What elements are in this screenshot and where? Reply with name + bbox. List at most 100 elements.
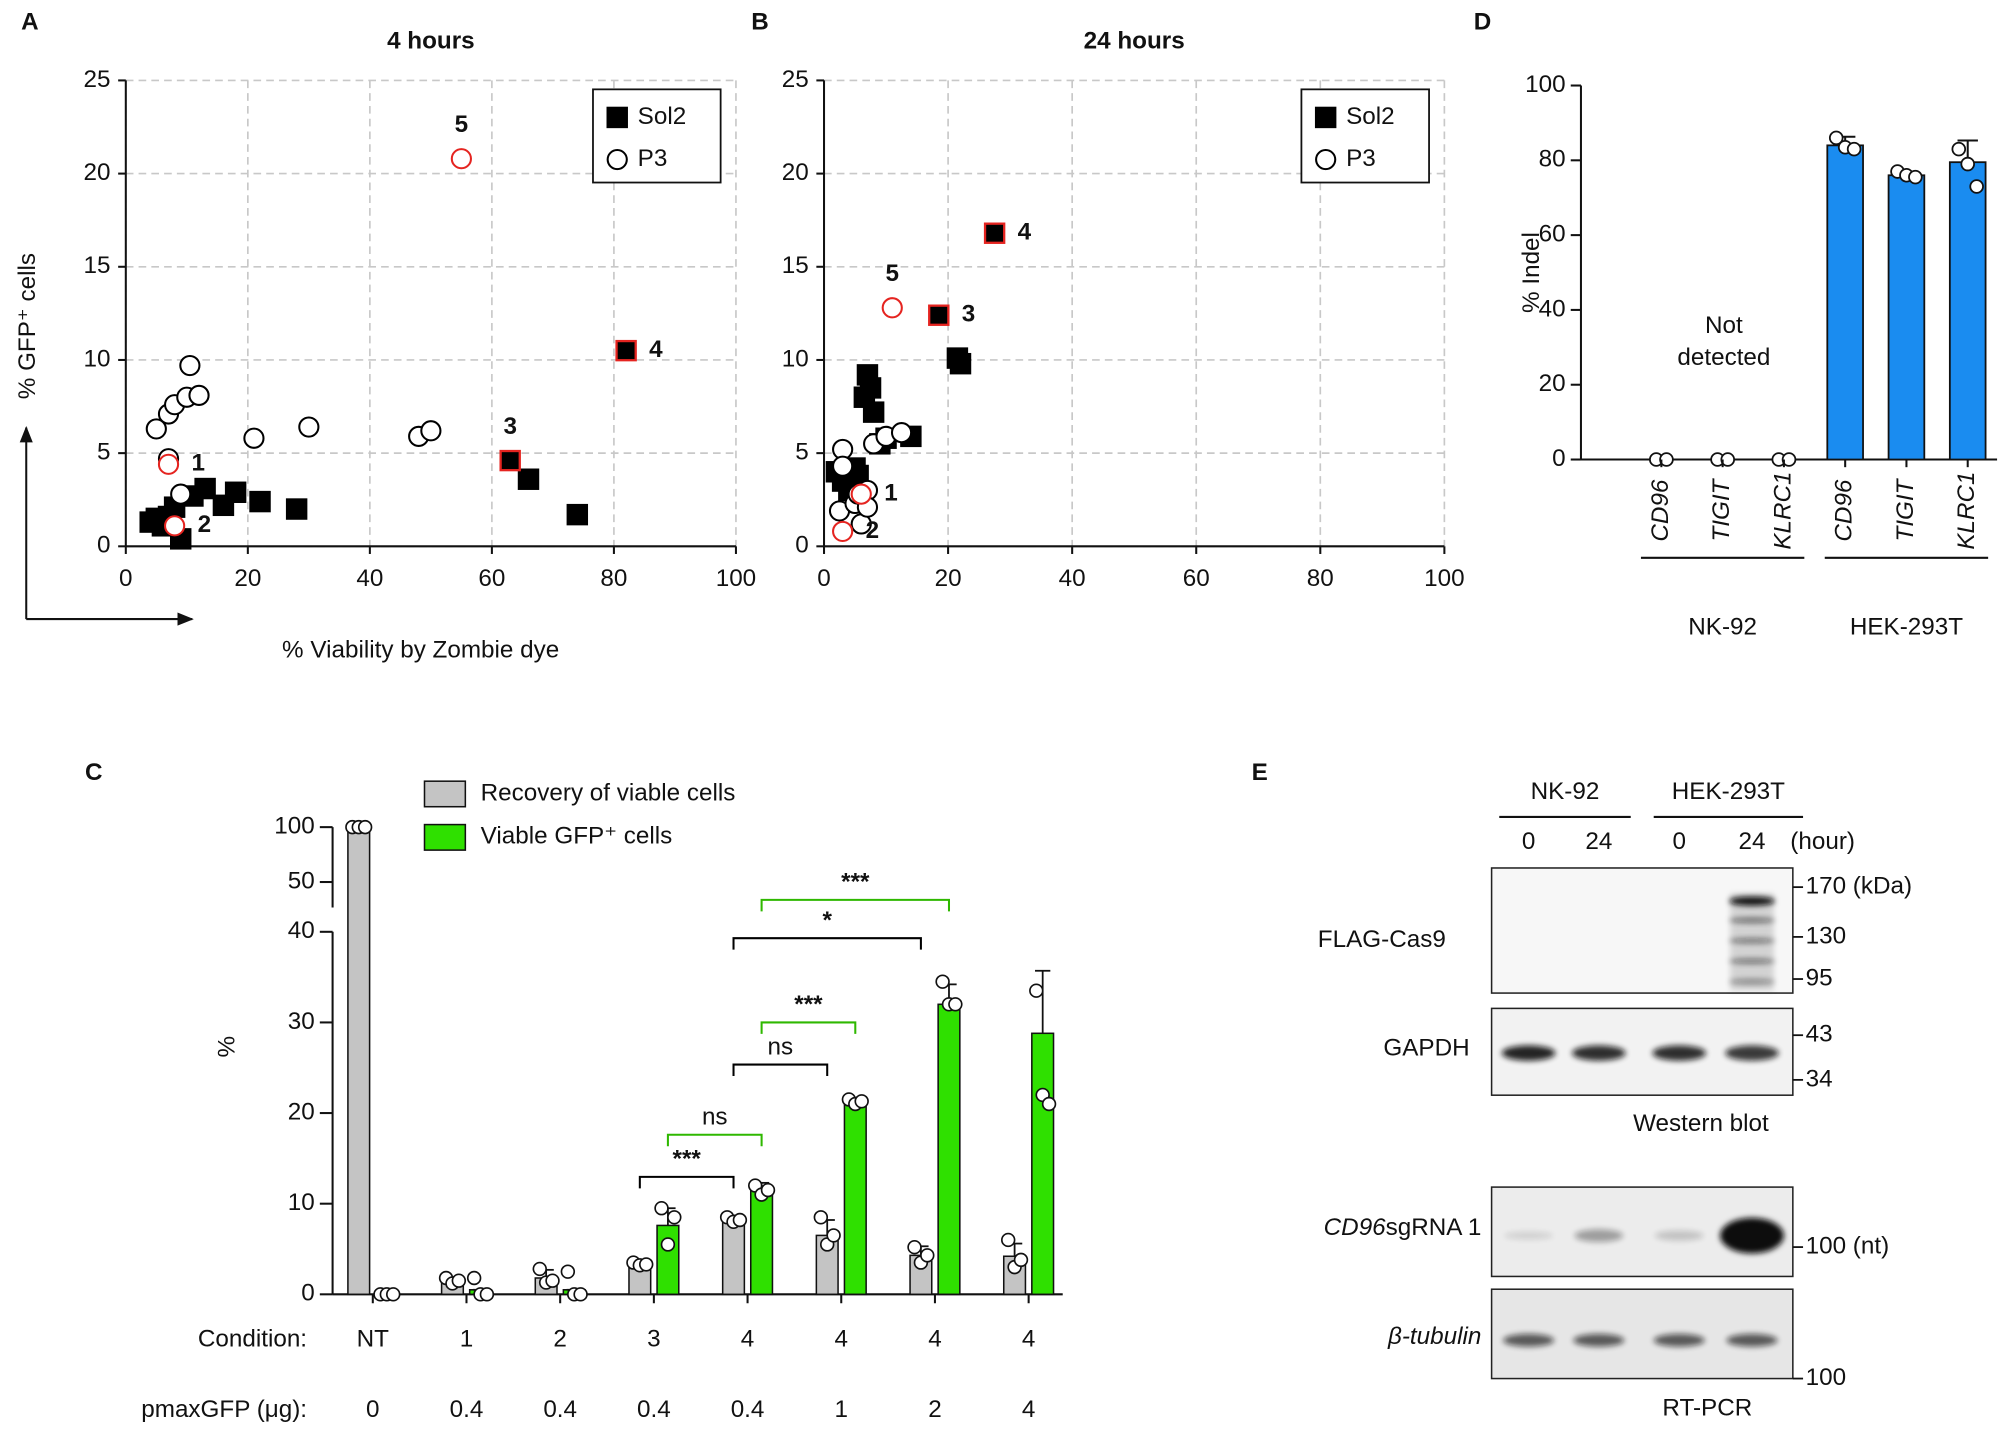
cell-line-label: HEK-293T (1672, 778, 1785, 805)
row-title: Condition: (198, 1326, 307, 1353)
significance-label: * (822, 907, 832, 934)
x-tick-label: 4 (928, 1326, 942, 1353)
data-point (532, 1261, 547, 1277)
y-axis-label: % GFP⁺ cells (14, 253, 41, 399)
group-label: NK-92 (1688, 613, 1757, 640)
data-point (854, 1094, 869, 1109)
data-point (386, 1287, 401, 1302)
significance-label: ns (702, 1104, 728, 1131)
time-unit: (hour) (1790, 828, 1855, 855)
y-tick-label: 5 (97, 439, 111, 466)
blot-band (1572, 1045, 1626, 1061)
marker-circle (850, 483, 872, 505)
significance-label: *** (673, 1146, 702, 1173)
annotation: detected (1677, 344, 1770, 371)
x-tick-label: KLRC1 (1953, 471, 1980, 549)
significance-label: *** (794, 991, 823, 1018)
point-label: 2 (866, 517, 879, 544)
x-tick-label: TIGIT (1892, 477, 1919, 541)
dose-label: 1 (835, 1396, 849, 1423)
size-marker-label: 95 (1806, 964, 1833, 991)
y-tick-label: 25 (782, 66, 809, 93)
y-tick-label: 100 (1525, 71, 1565, 98)
blot-band (1729, 896, 1775, 906)
blot-band (1720, 1217, 1784, 1254)
marker-square (928, 304, 950, 326)
marker-circle (450, 148, 472, 170)
significance-bracket (732, 937, 922, 950)
row-label: β-tubulin (1387, 1323, 1481, 1350)
size-marker-label: 43 (1806, 1021, 1833, 1048)
y-axis-label: % Indel (1518, 232, 1545, 313)
point-label: 4 (1018, 219, 1032, 246)
blot-band (1652, 1045, 1707, 1061)
x-tick-label: TIGIT (1708, 477, 1735, 541)
marker-circle (890, 422, 913, 444)
dose-label: 0.4 (543, 1396, 577, 1423)
time-label: 0 (1522, 828, 1536, 855)
method-label: Western blot (1633, 1110, 1769, 1137)
data-point (667, 1210, 682, 1225)
blot-band (1729, 958, 1775, 964)
panel-letter: E (1252, 759, 1268, 786)
marker-square (949, 352, 972, 375)
y-tick-label: 0 (795, 532, 808, 559)
blot-band (1503, 1333, 1555, 1347)
point-label: 5 (886, 260, 899, 287)
group-label: HEK-293T (1850, 613, 1963, 640)
significance-bracket (666, 1133, 763, 1147)
blot-panel (1490, 1288, 1794, 1380)
marker-square (194, 477, 216, 500)
x-tick-label: 3 (647, 1326, 661, 1353)
dose-label: 0.4 (637, 1396, 671, 1423)
blot-band (1729, 917, 1775, 923)
marker-circle (243, 427, 265, 449)
data-point (1041, 1096, 1057, 1112)
y-tick-label: 20 (288, 1098, 315, 1125)
marker-circle (188, 384, 210, 406)
row-label: FLAG-Cas9 (1318, 926, 1446, 953)
y-tick-label: 15 (84, 252, 111, 279)
blot-band (1729, 979, 1775, 985)
chart-title: 4 hours (387, 28, 475, 55)
data-point (654, 1201, 669, 1216)
legend-label: Recovery of viable cells (481, 779, 736, 806)
data-point (479, 1287, 495, 1302)
cell-line-label: NK-92 (1531, 778, 1600, 805)
data-point (545, 1273, 560, 1288)
bar (656, 1224, 680, 1296)
point-label: 1 (191, 450, 204, 477)
point-label: 1 (884, 480, 897, 507)
blot-band (1725, 1045, 1779, 1061)
significance-bracket (638, 1175, 735, 1189)
marker-square (499, 449, 521, 472)
size-marker-label: 100 (1806, 1364, 1846, 1391)
row-label-text: sgRNA 1 (1386, 1215, 1482, 1242)
dose-label: 0.4 (450, 1396, 484, 1423)
chart-title: 24 hours (1084, 28, 1185, 55)
y-tick-label: 20 (1539, 370, 1566, 397)
legend-swatch (423, 823, 467, 851)
point-label: 2 (198, 511, 212, 538)
legend-label: Sol2 (638, 103, 687, 130)
marker-circle (420, 420, 442, 442)
data-point (920, 1248, 935, 1263)
y-tick-label: 10 (84, 345, 111, 372)
dose-label: 2 (928, 1396, 942, 1423)
bar (1031, 1032, 1055, 1296)
time-label: 24 (1739, 828, 1766, 855)
bar (1887, 174, 1926, 461)
data-point (1781, 452, 1797, 467)
data-point (1960, 156, 1975, 172)
method-label: RT-PCR (1662, 1395, 1752, 1422)
data-point (451, 1273, 467, 1288)
data-point (1969, 179, 1984, 194)
panel-letter: A (21, 8, 39, 35)
row-label: CD96sgRNA 1 (1324, 1215, 1482, 1242)
data-point (948, 997, 963, 1012)
legend-label: Sol2 (1346, 103, 1395, 130)
panel-letter: B (751, 8, 769, 35)
row-title: pmaxGFP (μg): (141, 1396, 307, 1423)
blot-band (1729, 938, 1775, 944)
